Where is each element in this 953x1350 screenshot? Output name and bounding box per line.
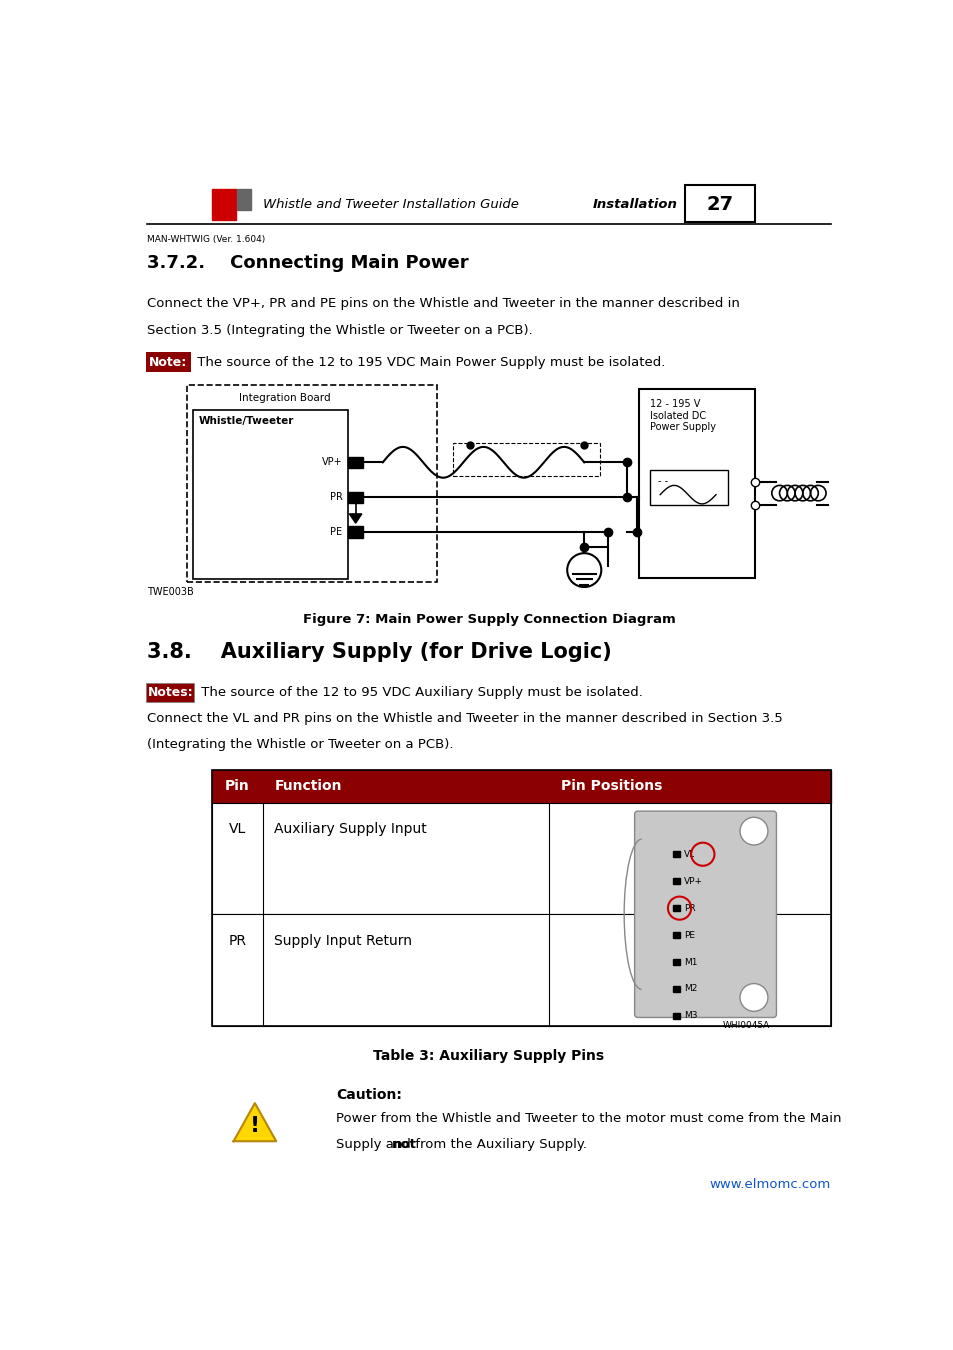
Text: Connect the VL and PR pins on the Whistle and Tweeter in the manner described in: Connect the VL and PR pins on the Whistl… bbox=[147, 711, 782, 725]
Bar bbox=[348, 526, 363, 537]
FancyBboxPatch shape bbox=[146, 352, 191, 373]
Text: The source of the 12 to 195 VDC Main Power Supply must be isolated.: The source of the 12 to 195 VDC Main Pow… bbox=[193, 355, 664, 369]
Bar bbox=[638, 389, 754, 578]
Text: M3: M3 bbox=[683, 1011, 697, 1021]
Text: Whistle/Tweeter: Whistle/Tweeter bbox=[198, 416, 294, 427]
Text: from the Auxiliary Supply.: from the Auxiliary Supply. bbox=[411, 1138, 587, 1150]
Bar bbox=[212, 803, 830, 914]
Text: VL: VL bbox=[229, 822, 246, 836]
Text: 3.7.2.    Connecting Main Power: 3.7.2. Connecting Main Power bbox=[147, 254, 468, 273]
Bar bbox=[187, 385, 436, 582]
Text: Integration Board: Integration Board bbox=[239, 393, 331, 404]
Bar bbox=[649, 470, 727, 505]
Bar bbox=[212, 189, 235, 220]
Text: TWE003B: TWE003B bbox=[147, 587, 193, 597]
Text: Supply Input Return: Supply Input Return bbox=[274, 934, 412, 948]
Text: Power Supply: Power Supply bbox=[649, 423, 716, 432]
Bar bbox=[673, 958, 679, 965]
Text: Auxiliary Supply Input: Auxiliary Supply Input bbox=[274, 822, 427, 836]
Circle shape bbox=[740, 817, 767, 845]
Bar bbox=[684, 185, 754, 221]
Bar bbox=[212, 771, 830, 803]
Circle shape bbox=[740, 984, 767, 1011]
Bar bbox=[348, 491, 363, 504]
Text: VP+: VP+ bbox=[321, 458, 342, 467]
Text: Figure 7: Main Power Supply Connection Diagram: Figure 7: Main Power Supply Connection D… bbox=[302, 613, 675, 626]
Text: Installation: Installation bbox=[592, 198, 677, 211]
Bar bbox=[673, 850, 679, 857]
Text: Isolated DC: Isolated DC bbox=[649, 410, 705, 421]
Text: Notes:: Notes: bbox=[148, 686, 193, 699]
Bar bbox=[452, 443, 599, 477]
Text: PR: PR bbox=[683, 903, 695, 913]
Text: Function: Function bbox=[274, 779, 341, 794]
Text: Supply and: Supply and bbox=[335, 1138, 415, 1150]
Text: PR: PR bbox=[329, 491, 342, 502]
Text: Table 3: Auxiliary Supply Pins: Table 3: Auxiliary Supply Pins bbox=[373, 1049, 604, 1062]
Text: not: not bbox=[392, 1138, 416, 1150]
Text: Connect the VP+, PR and PE pins on the Whistle and Tweeter in the manner describ: Connect the VP+, PR and PE pins on the W… bbox=[147, 297, 740, 309]
Bar bbox=[212, 914, 830, 1026]
Bar bbox=[212, 771, 830, 1026]
Polygon shape bbox=[349, 514, 361, 524]
Text: www.elmomc.com: www.elmomc.com bbox=[709, 1179, 830, 1192]
Text: (Integrating the Whistle or Tweeter on a PCB).: (Integrating the Whistle or Tweeter on a… bbox=[147, 738, 454, 751]
Text: 12 - 195 V: 12 - 195 V bbox=[649, 400, 700, 409]
Text: 3.8.    Auxiliary Supply (for Drive Logic): 3.8. Auxiliary Supply (for Drive Logic) bbox=[147, 641, 611, 662]
Bar bbox=[673, 931, 679, 938]
Text: Caution:: Caution: bbox=[335, 1088, 402, 1102]
Text: Pin: Pin bbox=[225, 779, 250, 794]
Text: !: ! bbox=[250, 1116, 259, 1137]
Polygon shape bbox=[233, 1103, 276, 1141]
FancyBboxPatch shape bbox=[634, 811, 776, 1018]
Bar bbox=[348, 456, 363, 468]
Text: MAN-WHTWIG (Ver. 1.604): MAN-WHTWIG (Ver. 1.604) bbox=[147, 235, 265, 244]
Bar bbox=[193, 410, 348, 579]
Text: VP+: VP+ bbox=[683, 876, 702, 886]
FancyBboxPatch shape bbox=[146, 683, 194, 702]
Text: 27: 27 bbox=[705, 194, 733, 213]
Bar bbox=[673, 904, 679, 911]
Text: Section 3.5 (Integrating the Whistle or Tweeter on a PCB).: Section 3.5 (Integrating the Whistle or … bbox=[147, 324, 533, 336]
Text: Note:: Note: bbox=[149, 355, 187, 369]
Bar bbox=[673, 986, 679, 992]
Bar bbox=[673, 1012, 679, 1019]
Text: PE: PE bbox=[330, 526, 342, 536]
Text: PE: PE bbox=[683, 930, 695, 940]
Bar bbox=[673, 878, 679, 884]
Text: VL: VL bbox=[683, 849, 695, 859]
Text: Whistle and Tweeter Installation Guide: Whistle and Tweeter Installation Guide bbox=[262, 198, 518, 211]
Text: PR: PR bbox=[228, 934, 246, 948]
Text: M1: M1 bbox=[683, 957, 697, 967]
Text: - -: - - bbox=[658, 477, 667, 486]
Text: M2: M2 bbox=[683, 984, 697, 994]
Text: The source of the 12 to 95 VDC Auxiliary Supply must be isolated.: The source of the 12 to 95 VDC Auxiliary… bbox=[196, 686, 642, 699]
Text: Pin Positions: Pin Positions bbox=[560, 779, 661, 794]
Bar bbox=[236, 189, 251, 209]
Text: Power from the Whistle and Tweeter to the motor must come from the Main: Power from the Whistle and Tweeter to th… bbox=[335, 1112, 841, 1125]
Text: WHI0045A: WHI0045A bbox=[721, 1021, 769, 1030]
